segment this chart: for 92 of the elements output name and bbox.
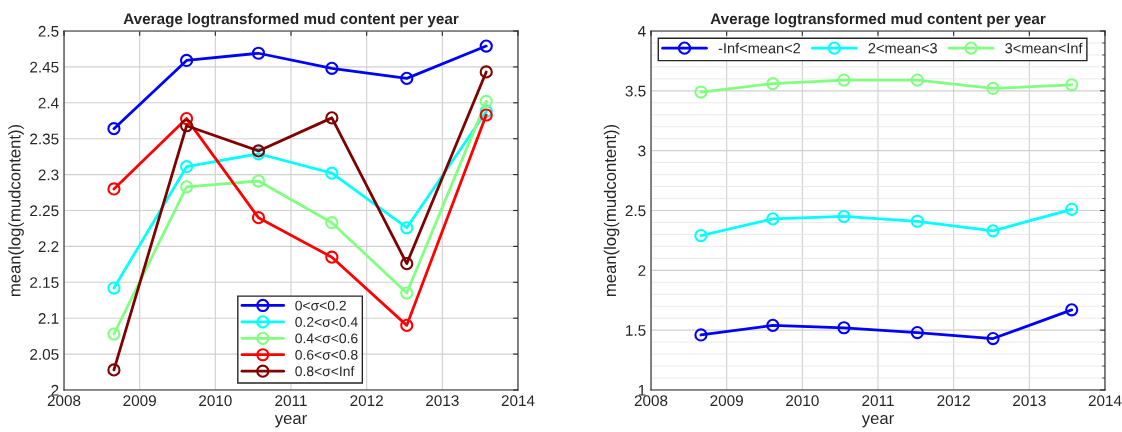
y-tick-label: 2.1 bbox=[38, 313, 59, 324]
point bbox=[1065, 78, 1079, 92]
y-tick-label: 3 bbox=[638, 145, 646, 157]
point bbox=[694, 328, 708, 342]
point bbox=[910, 214, 924, 228]
point bbox=[400, 71, 414, 85]
y-axis-title: mean(log(mudcontent)) bbox=[8, 124, 24, 296]
point bbox=[986, 81, 1000, 96]
legend-label: 0<σ<0.2 bbox=[295, 300, 346, 311]
point bbox=[986, 331, 1000, 346]
point bbox=[400, 318, 414, 332]
legend-label: -Inf<mean<2 bbox=[718, 42, 801, 54]
x-axis-title: year bbox=[861, 414, 894, 428]
x-tick-label: 2011 bbox=[275, 395, 307, 407]
x-tick-label: 2008 bbox=[47, 395, 81, 407]
y-tick-label: 2.5 bbox=[38, 25, 59, 37]
legend-label: 0.8<σ<Inf bbox=[295, 365, 355, 377]
x-tick-label: 2011 bbox=[862, 395, 894, 407]
y-tick-label: 2.2 bbox=[38, 241, 59, 252]
point bbox=[837, 321, 851, 335]
y-tick-label: 4 bbox=[637, 26, 646, 37]
point bbox=[325, 166, 339, 180]
point bbox=[179, 112, 194, 126]
point bbox=[1065, 303, 1079, 317]
point bbox=[910, 325, 924, 340]
point bbox=[179, 180, 194, 194]
y-tick-label: 2.35 bbox=[30, 133, 59, 145]
point bbox=[179, 160, 194, 174]
y-tick-label: 2.05 bbox=[30, 348, 59, 360]
point bbox=[479, 39, 493, 53]
point bbox=[479, 104, 493, 119]
y-tick-label: 2.45 bbox=[30, 61, 59, 73]
point bbox=[325, 61, 339, 75]
legend-label: 0.6<σ<0.8 bbox=[295, 349, 358, 360]
point bbox=[107, 281, 121, 295]
x-axis-title: year bbox=[274, 414, 307, 428]
point bbox=[766, 77, 780, 91]
x-tick-label: 2014 bbox=[501, 395, 535, 407]
point bbox=[400, 221, 414, 235]
y-tick-label: 2.4 bbox=[38, 97, 59, 109]
point bbox=[251, 174, 266, 188]
y-tick-label: 3.5 bbox=[625, 85, 646, 97]
y-tick-label: 1.5 bbox=[626, 325, 646, 336]
point bbox=[694, 85, 708, 99]
point bbox=[837, 209, 851, 224]
point bbox=[400, 286, 414, 300]
legend-label: 0.4<σ<0.6 bbox=[295, 333, 358, 344]
point bbox=[107, 182, 121, 196]
y-tick-label: 2 bbox=[638, 265, 646, 276]
x-tick-label: 2008 bbox=[634, 395, 668, 407]
point bbox=[107, 327, 121, 341]
point bbox=[107, 122, 121, 136]
y-tick-label: 2.5 bbox=[625, 205, 646, 217]
legend-label: 0.2<σ<0.4 bbox=[295, 317, 358, 327]
point bbox=[766, 212, 780, 226]
y-axis-title: mean(log(mudcontent)) bbox=[603, 124, 620, 296]
point bbox=[910, 73, 924, 87]
x-tick-label: 2013 bbox=[426, 395, 459, 407]
point bbox=[251, 46, 266, 60]
point bbox=[986, 224, 1000, 238]
point bbox=[837, 73, 851, 87]
point bbox=[325, 216, 339, 230]
x-tick-label: 2012 bbox=[937, 395, 970, 407]
point bbox=[479, 108, 493, 122]
x-tick-label: 2009 bbox=[123, 395, 156, 407]
x-tick-label: 2014 bbox=[1088, 395, 1122, 407]
x-tick-label: 2009 bbox=[710, 395, 743, 407]
point bbox=[400, 257, 414, 271]
y-tick-label: 2 bbox=[51, 384, 59, 396]
point bbox=[766, 318, 780, 332]
point bbox=[325, 111, 339, 125]
x-tick-label: 2012 bbox=[350, 395, 383, 407]
y-tick-label: 2.15 bbox=[30, 277, 59, 288]
point bbox=[479, 94, 493, 108]
point bbox=[479, 65, 493, 79]
point bbox=[694, 229, 708, 243]
y-tick-label: 2.3 bbox=[38, 169, 59, 181]
y-tick-label: 2.25 bbox=[30, 205, 59, 217]
point bbox=[325, 250, 339, 264]
legend-label: 2<mean<3 bbox=[868, 43, 937, 54]
y-tick-label: 1 bbox=[638, 385, 646, 396]
x-tick-label: 2010 bbox=[786, 395, 819, 407]
legend-label: 3<mean<Inf bbox=[1005, 42, 1083, 54]
point bbox=[1065, 202, 1079, 216]
chart-title: Average logtransformed mud content per year bbox=[123, 12, 459, 28]
point bbox=[107, 363, 121, 377]
chart-title: Average logtransformed mud content per year bbox=[710, 12, 1046, 28]
point bbox=[179, 53, 194, 68]
point bbox=[251, 211, 266, 225]
point bbox=[179, 119, 194, 133]
x-tick-label: 2010 bbox=[199, 395, 232, 407]
x-tick-label: 2013 bbox=[1013, 395, 1046, 407]
